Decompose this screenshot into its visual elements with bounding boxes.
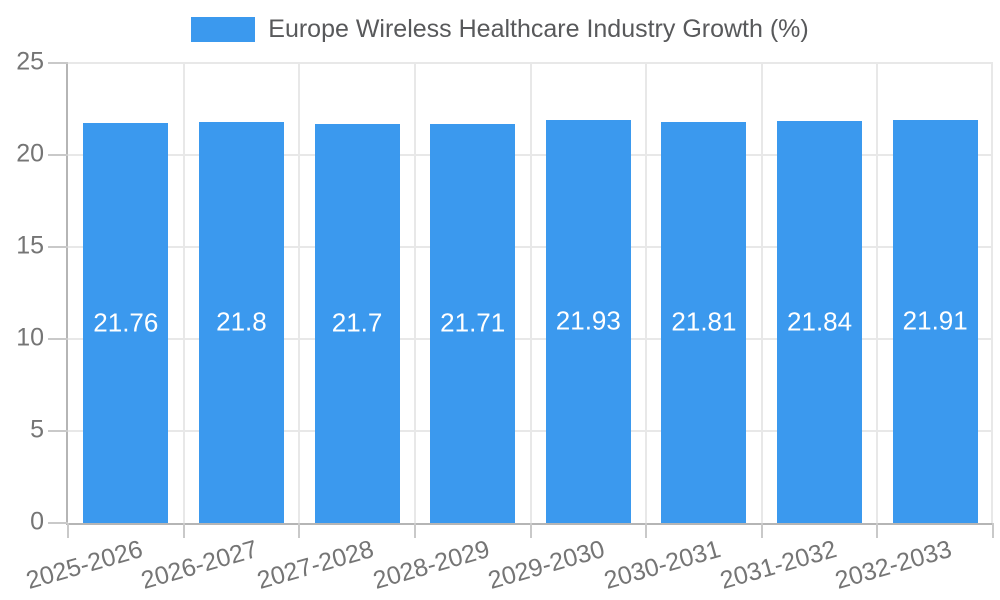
y-axis-tick bbox=[48, 246, 68, 248]
plot-area: 0 5 10 15 20 25 21.76 2025-2026 21.8 2026-2027 21.… bbox=[16, 47, 994, 595]
legend-swatch bbox=[191, 17, 256, 43]
bar-value-label: 21.91 bbox=[902, 305, 968, 336]
x-gridline bbox=[991, 63, 993, 523]
y-axis-tick bbox=[48, 62, 68, 64]
y-axis-line bbox=[66, 63, 68, 523]
x-axis-tick-label: 2025-2026 bbox=[22, 535, 146, 595]
x-axis-tick bbox=[529, 523, 532, 538]
bar-value-label: 21.76 bbox=[93, 307, 159, 338]
bar: 21.71 bbox=[430, 123, 516, 523]
bar-value-label: 21.8 bbox=[216, 306, 267, 337]
x-axis-tick-label: 2030-2031 bbox=[601, 535, 724, 595]
bar-value-label: 21.81 bbox=[671, 306, 737, 337]
x-axis-tick bbox=[182, 523, 185, 538]
y-axis-tick-label: 0 bbox=[30, 507, 44, 536]
x-axis-tick-label: 2028-2029 bbox=[369, 535, 493, 595]
x-axis-tick-label: 2031-2032 bbox=[716, 535, 840, 595]
x-gridline bbox=[182, 63, 185, 523]
x-axis-tick-label: 2029-2030 bbox=[485, 535, 609, 595]
x-axis-tick-label: 2027-2028 bbox=[254, 535, 377, 595]
x-axis-tick bbox=[67, 523, 69, 538]
bar-value-label: 21.84 bbox=[787, 306, 853, 337]
x-gridline bbox=[298, 63, 301, 523]
x-axis-tick-label: 2032-2033 bbox=[832, 535, 955, 595]
chart-legend[interactable]: Europe Wireless Healthcare Industry Grow… bbox=[0, 15, 1000, 44]
x-axis-tick bbox=[876, 523, 879, 538]
bar: 21.91 bbox=[892, 119, 978, 523]
x-axis-tick bbox=[645, 523, 648, 538]
x-axis-tick-label: 2026-2027 bbox=[138, 535, 262, 595]
bar: 21.76 bbox=[83, 122, 169, 523]
y-axis-tick-label: 25 bbox=[16, 47, 44, 76]
bar: 21.81 bbox=[661, 121, 747, 523]
x-gridline bbox=[760, 63, 763, 523]
bar: 21.93 bbox=[545, 119, 631, 523]
x-gridline bbox=[876, 63, 879, 523]
x-axis-tick bbox=[760, 523, 763, 538]
bar: 21.8 bbox=[198, 121, 284, 523]
y-axis-tick-label: 20 bbox=[16, 139, 44, 168]
x-axis-tick bbox=[298, 523, 301, 538]
y-axis-tick bbox=[48, 522, 68, 524]
y-axis-tick bbox=[48, 154, 68, 156]
bar-value-label: 21.7 bbox=[331, 307, 383, 338]
bar-value-label: 21.71 bbox=[440, 307, 506, 338]
bar-value-label: 21.93 bbox=[555, 305, 621, 336]
x-gridline bbox=[529, 63, 532, 523]
x-axis-tick bbox=[992, 523, 994, 538]
x-gridline bbox=[413, 63, 416, 523]
bar: 21.84 bbox=[777, 121, 863, 523]
y-axis-tick-label: 10 bbox=[16, 323, 44, 352]
x-axis-tick bbox=[413, 523, 416, 538]
legend-label: Europe Wireless Healthcare Industry Grow… bbox=[268, 15, 809, 43]
y-axis-tick bbox=[48, 430, 68, 432]
y-axis-tick bbox=[48, 338, 68, 340]
y-axis-tick-label: 15 bbox=[16, 231, 44, 260]
bar: 21.7 bbox=[314, 123, 400, 523]
x-gridline bbox=[645, 63, 648, 523]
y-axis-tick-label: 5 bbox=[30, 415, 44, 444]
